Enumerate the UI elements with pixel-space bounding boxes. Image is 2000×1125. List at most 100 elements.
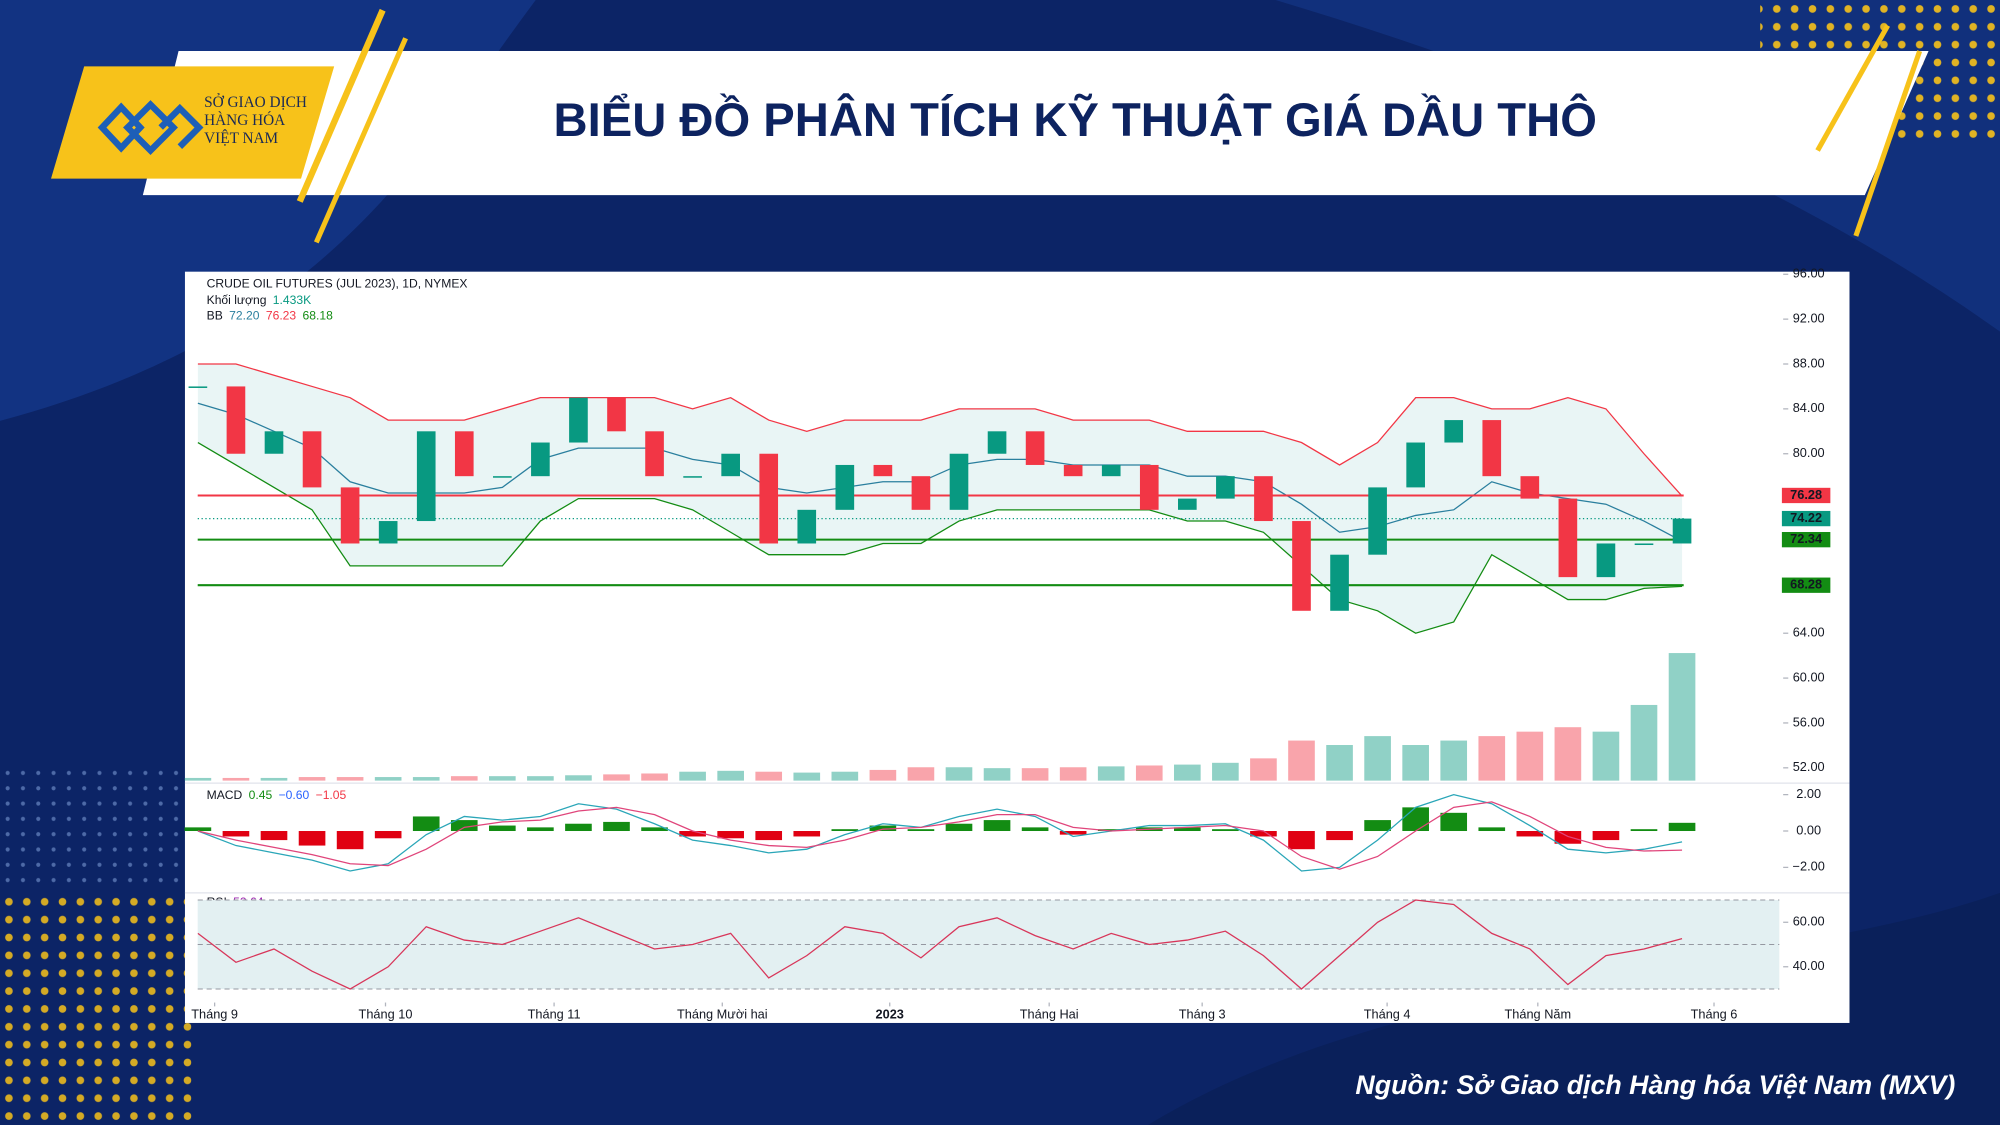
candle	[1292, 521, 1311, 611]
candle	[607, 397, 626, 432]
legend-text: −1.05	[316, 788, 347, 802]
dot-pattern	[0, 892, 192, 1125]
macd-bar	[565, 823, 592, 832]
macd-bar	[412, 816, 440, 832]
macd-bar	[869, 825, 897, 832]
volume-bar	[222, 777, 250, 781]
macd-bar	[336, 831, 364, 850]
candle	[759, 453, 779, 544]
level-tag	[1781, 532, 1831, 548]
volume-bar	[1592, 731, 1620, 781]
macd-bar	[1250, 831, 1277, 837]
y-tick-label: 40.00	[1793, 958, 1825, 973]
macd-bar	[679, 831, 706, 837]
volume-bar	[1364, 736, 1391, 781]
volume-bar	[298, 777, 326, 781]
volume-bar	[374, 777, 402, 781]
candle	[797, 509, 817, 544]
stripe	[1815, 24, 1890, 152]
x-tick-label: Tháng 3	[1179, 1007, 1226, 1022]
level-tag	[1781, 487, 1831, 504]
level-label: 72.34	[1790, 531, 1823, 546]
y-tick-label: 56.00	[1793, 714, 1825, 729]
macd-bar	[450, 820, 478, 832]
macd-bar	[717, 831, 744, 839]
candle	[1139, 464, 1159, 510]
candle	[1520, 476, 1540, 499]
candle	[1482, 420, 1502, 477]
plot: CRUDE OIL FUTURES (JUL 2023), 1D, NYMEX K…	[184, 266, 1850, 1022]
candle	[378, 521, 398, 544]
rsi-line	[197, 899, 1683, 990]
candle	[340, 487, 360, 544]
macd-bar	[1174, 827, 1201, 832]
level-tag	[1781, 577, 1831, 593]
stripe	[313, 37, 408, 244]
page-title: BIỂU ĐỒ PHÂN TÍCH KỸ THUẬT GIÁ DẦU THÔ	[554, 92, 1597, 147]
volume-bar	[1630, 704, 1658, 781]
macd-bar	[184, 827, 212, 832]
y-tick-label: −2.00	[1793, 859, 1825, 874]
logo-text: VIỆT NAM	[204, 130, 278, 147]
level-label: 74.22	[1790, 510, 1822, 525]
volume-bar	[1135, 765, 1163, 781]
candle	[1672, 518, 1692, 544]
macd-bar	[1592, 831, 1620, 841]
macd-bar	[907, 829, 935, 832]
candle	[949, 453, 969, 510]
y-tick-label: 92.00	[1793, 311, 1825, 326]
candle	[454, 431, 474, 477]
volume-bar	[793, 772, 821, 781]
candle	[987, 431, 1007, 454]
x-tick-label: Tháng 9	[191, 1007, 238, 1022]
macd-bar	[1516, 831, 1544, 837]
y-tick-label: 2.00	[1796, 786, 1821, 801]
macd-bar	[1097, 829, 1125, 832]
volume-bar	[907, 767, 935, 781]
candle	[1444, 420, 1464, 443]
legend-text: 72.20	[229, 309, 260, 323]
volume-bar	[412, 777, 440, 781]
macd-bar	[489, 825, 516, 832]
volume-bar	[450, 776, 478, 781]
candle	[416, 431, 436, 522]
macd-bar	[1059, 831, 1087, 835]
volume-bar	[489, 776, 516, 781]
legend-text: 68.18	[303, 309, 334, 323]
candle	[1406, 442, 1425, 488]
candle	[1101, 464, 1121, 477]
x-tick-label: 2023	[876, 1007, 904, 1022]
candle	[1368, 487, 1387, 555]
macd-bar	[1364, 820, 1391, 832]
candle	[264, 431, 284, 454]
legend-text: MACD	[207, 788, 243, 802]
x-tick-label: Tháng Năm	[1505, 1007, 1572, 1022]
volume-bar	[869, 769, 897, 781]
volume-bar	[1212, 762, 1239, 781]
signal-line	[197, 801, 1683, 870]
x-tick-label: Tháng Hai	[1020, 1007, 1079, 1022]
macd-bar	[1402, 807, 1429, 832]
level-tag	[1781, 510, 1831, 527]
bb-basis	[197, 402, 1683, 542]
macd-bar	[222, 831, 250, 837]
volume-bar	[1326, 745, 1353, 781]
x-tick-label: Tháng 6	[1691, 1007, 1738, 1022]
level-label: 68.28	[1790, 577, 1822, 592]
macd-bar	[1326, 831, 1353, 841]
macd-bar	[1668, 822, 1696, 832]
candle	[645, 431, 664, 477]
volume-bar	[1059, 767, 1087, 781]
candle	[873, 464, 893, 477]
level-label: 76.28	[1790, 487, 1822, 502]
macd-bar	[1554, 831, 1582, 844]
y-tick-label: 52.00	[1793, 759, 1825, 774]
candle	[1330, 554, 1349, 611]
legend-text: 76.23	[266, 309, 297, 323]
x-tick-label: Tháng 10	[359, 1007, 413, 1022]
macd-bar	[1212, 829, 1239, 832]
volume-bar	[1440, 740, 1468, 781]
volume-bar	[831, 771, 859, 781]
volume-bar	[1554, 727, 1582, 781]
